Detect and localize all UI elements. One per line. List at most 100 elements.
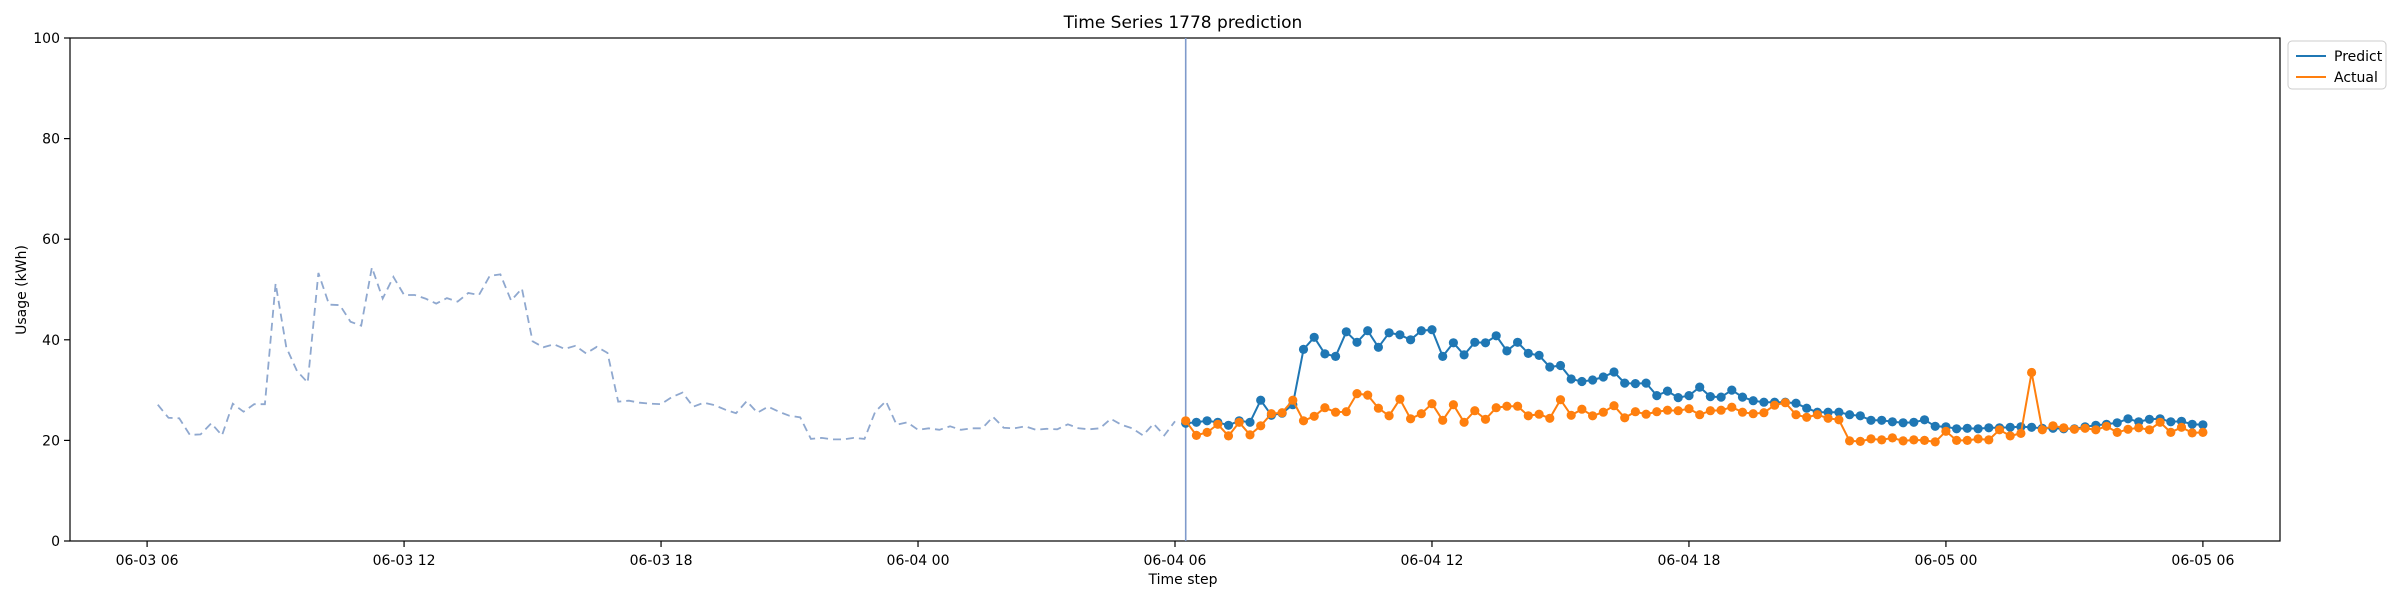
actual-point [1427,399,1437,409]
actual-point [1181,416,1191,426]
predict-point [1470,337,1480,347]
actual-point [1502,401,1512,411]
actual-point [1887,433,1897,443]
actual-point [1823,413,1833,423]
predict-point [1406,335,1416,345]
predict-point [1727,385,1737,395]
predict-point [2198,420,2208,430]
actual-point [1791,410,1801,420]
predict-point [1716,392,1726,402]
actual-point [1523,411,1533,421]
actual-point [2059,423,2069,433]
history-series-line [157,263,1176,441]
y-tick-label: 0 [51,534,60,550]
actual-point [1716,405,1726,415]
actual-point [1941,426,1951,436]
actual-point [1298,416,1309,426]
actual-point [1288,395,1298,405]
predict-point [1373,342,1383,352]
legend: Predict Actual [2287,40,2387,90]
actual-point [1684,404,1694,414]
actual-point [2101,421,2112,431]
predict-point [1341,327,1351,337]
predict-point [1609,367,1619,377]
predict-point [1877,415,1887,425]
actual-point [1213,419,1223,429]
actual-point [1448,400,1458,410]
actual-point [1609,401,1619,411]
y-tick-label: 20 [42,433,60,449]
actual-point [1363,390,1373,400]
actual-point [2144,425,2154,435]
actual-point [1641,409,1651,419]
x-tick-label: 06-04 12 [1401,553,1464,569]
x-tick-label: 06-05 00 [1914,553,1977,569]
chart-title: Time Series 1778 prediction [1063,13,1303,33]
predict-point [1620,378,1630,388]
predict-point [1502,346,1512,356]
actual-point [1320,403,1330,413]
predict-point [1641,378,1651,388]
actual-point [1202,427,1212,437]
actual-point [1309,411,1319,421]
actual-point [1470,406,1480,416]
actual-point [1652,407,1662,417]
actual-point [2069,424,2079,434]
predict-point [1352,337,1362,347]
x-tick-label: 06-05 06 [2171,553,2234,569]
predict-point [1673,393,1683,403]
predict-point [1298,344,1309,354]
y-tick-label: 60 [42,232,60,248]
predict-point [1684,391,1694,401]
actual-point [1919,435,1930,445]
y-axis-title: Usage (kWh) [14,245,30,335]
predict-point [1202,416,1212,426]
predict-point [1919,415,1930,425]
predict-point [1748,396,1758,406]
predict-point [2112,418,2122,428]
actual-point [1759,408,1769,418]
predict-point [2005,422,2015,432]
actual-point [1577,404,1587,414]
predict-point [1909,417,1919,427]
actual-point [1994,425,2005,435]
actual-point [1513,401,1523,411]
actual-point [1695,410,1705,420]
predict-point [1973,424,1983,434]
predict-point [1759,397,1769,407]
legend-label-predict: Predict [2334,49,2383,65]
actual-point [1802,412,1812,422]
actual-point [1373,403,1383,413]
actual-point [1662,405,1673,415]
predict-point [1887,417,1897,427]
actual-point [1952,435,1962,445]
actual-point [1909,435,1919,445]
predict-point [1438,351,1448,361]
actual-point [1834,415,1844,425]
predict-point [2027,422,2037,432]
predict-point [1427,325,1437,335]
actual-point [1352,389,1362,399]
actual-point [1555,395,1566,405]
actual-point [1866,434,1876,444]
actual-point [2112,427,2122,437]
predict-point [1523,348,1533,358]
actual-point [1341,407,1351,417]
predict-point [1320,349,1330,359]
actual-point [1930,437,1940,447]
actual-point [1191,430,1201,440]
predict-point [1223,420,1234,430]
predict-point [1491,331,1501,341]
predict-point [1802,403,1812,413]
predict-point [1534,350,1544,360]
actual-point [1973,434,1983,444]
actual-point [1491,403,1501,413]
actual-point [1705,406,1715,416]
predict-point [1566,374,1576,384]
predict-point [1480,338,1491,348]
predict-point [1930,421,1940,431]
actual-point [2166,427,2176,437]
actual-point [1480,414,1491,424]
predict-point [1952,424,1962,434]
actual-point [1845,436,1855,446]
